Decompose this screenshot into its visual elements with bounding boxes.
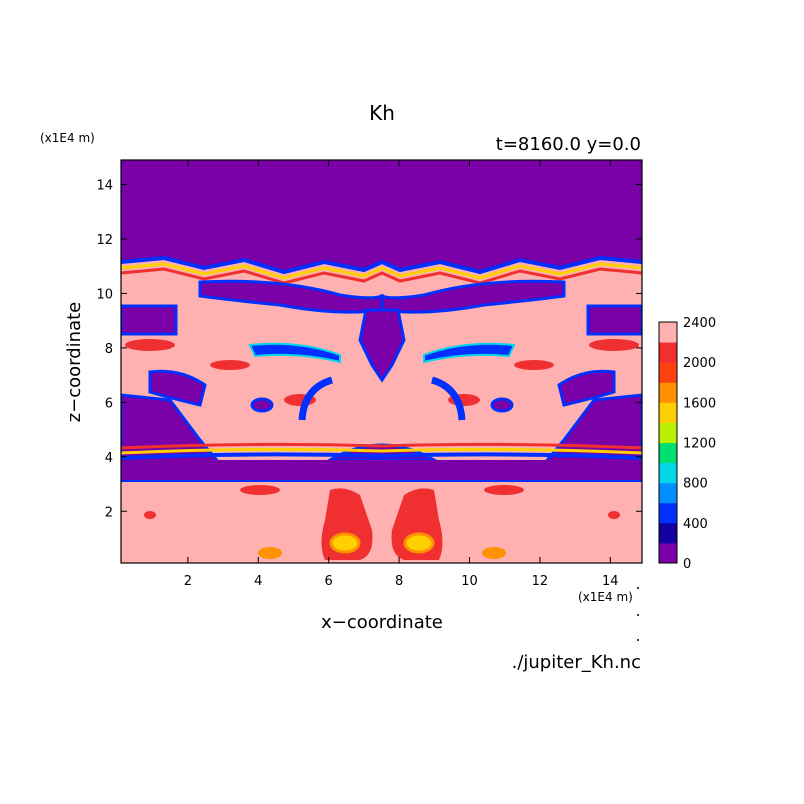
right-purple-9 [586,304,642,336]
colorbar-tick-label: 1600 [683,396,716,411]
red-blob [210,360,250,370]
colorbar-tick-label: 0 [683,557,691,572]
colorbar-swatch [659,382,677,403]
red-blob [589,339,639,351]
red-blob [125,339,175,351]
red-patch [240,485,280,495]
colorbar-swatch [659,502,677,524]
plume-core-right [403,532,435,554]
y-unit-label: (x1E4 m) [40,131,95,145]
y-tick-label: 2 [105,505,113,520]
y-tick-label: 12 [96,233,113,248]
colorbar-swatch [659,362,677,383]
colorbar-tick-label: 800 [683,477,708,492]
upper-blue-edge [121,255,642,275]
left-purple-9 [121,304,178,336]
colorbar-swatch [659,462,677,484]
bottom-patch [258,547,282,559]
colorbar-tick-label: 400 [683,517,708,532]
x-unit-label: (x1E4 m) [578,590,633,604]
colorbar-tick-label: 1200 [683,437,716,452]
band-red-edge [121,442,642,450]
top-band [121,160,642,232]
blue-blob [250,397,274,413]
red-blob [514,360,554,370]
y-axis: 2 4 6 8 10 12 14 [96,179,642,520]
upper-red-edge [121,267,642,285]
plot-area [121,160,642,563]
red-patch [144,511,156,519]
colorbar-swatch [659,402,677,423]
red-patch [484,485,524,495]
x-axis-label: x−coordinate [321,612,443,633]
y-tick-label: 10 [96,287,113,302]
plot-frame [120,159,643,564]
chart-title: Kh [369,101,395,125]
colorbar: 0 400 800 1200 1600 2000 2400 [658,316,716,572]
y-tick-label: 8 [105,342,113,357]
marker-dot [637,614,639,616]
x-tick-label: 12 [532,574,549,589]
mid-arm-right [423,342,516,364]
colorbar-swatch [659,442,677,464]
curl-right [298,376,334,421]
band-yellow-edge [121,447,642,455]
y-tick-label: 6 [105,396,113,411]
colorbar-swatch [659,522,677,544]
colorbar-swatch [659,342,677,363]
colorbar-swatch [659,322,677,343]
band-blue-edge [121,452,642,460]
colorbar-swatch [659,482,677,504]
x-tick-label: 4 [254,574,262,589]
x-tick-label: 8 [395,574,403,589]
marker-dot [637,639,639,641]
chart-subtitle: t=8160.0 y=0.0 [496,134,641,155]
colorbar-swatch [659,542,677,564]
colorbar-swatch [659,422,677,443]
x-tick-label: 2 [184,574,192,589]
blue-blob [490,397,514,413]
x-tick-label: 6 [325,574,333,589]
marker-dot [637,587,639,589]
mid-arm-left [248,342,341,364]
colorbar-frame [658,321,678,564]
source-file-label: ./jupiter_Kh.nc [512,652,641,673]
x-tick-label: 10 [461,574,478,589]
x-axis: 2 4 6 8 10 12 14 [184,160,619,589]
y-tick-label: 4 [105,451,113,466]
red-patch [608,511,620,519]
lower-purple-band [121,460,642,480]
y-tick-label: 14 [96,179,113,194]
y-axis-label: z−coordinate [64,302,85,423]
plume-core-left [329,532,361,554]
curl-left [430,376,466,421]
central-column [358,308,406,383]
purple-blob-right-6 [557,369,616,407]
bottom-patch [482,547,506,559]
upper-yellow-edge [121,262,642,280]
x-tick-label: 14 [602,574,619,589]
colorbar-tick-label: 2000 [683,356,716,371]
colorbar-tick-label: 2400 [683,316,716,331]
purple-blob-left-6 [148,369,207,407]
